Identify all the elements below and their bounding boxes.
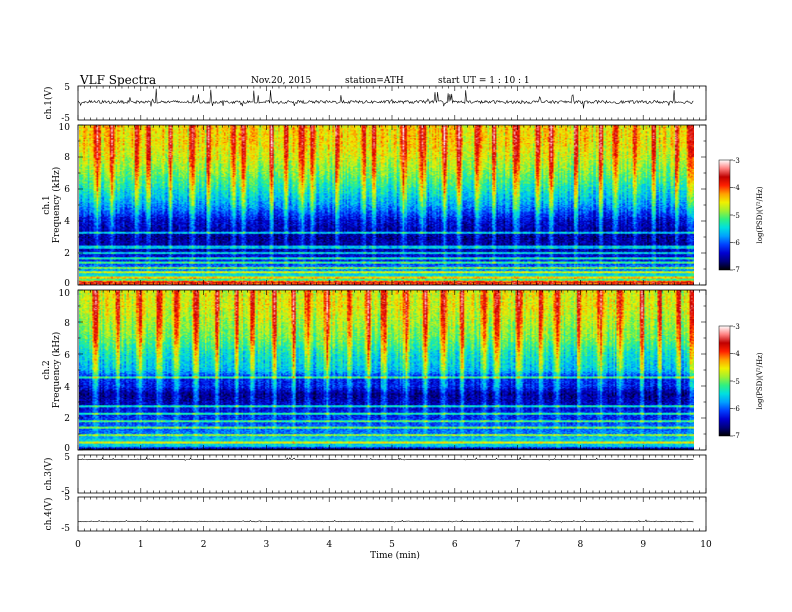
- ch2-spec-ylabel-channel: ch.2: [42, 360, 52, 379]
- ch1-cb-tick--5: -5: [733, 212, 740, 220]
- xtick-9: 9: [640, 540, 646, 550]
- xtick-8: 8: [578, 540, 584, 550]
- ch1-spec-ytick-0: 0: [64, 279, 70, 289]
- ch2-colorbar: -3 -4 -5 -6 -7 log(PSD)(V²/Hz): [718, 323, 764, 440]
- ch4-waveform-ylabel: ch.4(V): [43, 498, 54, 531]
- ch2-spec-ytick-6: 6: [64, 351, 70, 361]
- xtick-1: 1: [138, 540, 144, 550]
- xaxis-label: Time (min): [370, 550, 420, 561]
- xtick-0: 0: [75, 540, 81, 550]
- xtick-10: 10: [700, 540, 712, 550]
- ch1-spec-ylabel-channel: ch.1: [42, 195, 52, 214]
- ch2-colorbar-label: log(PSD)(V²/Hz): [756, 352, 764, 409]
- ch1-ytick-top: 5: [64, 83, 70, 93]
- time-axis-ticks: [77, 86, 733, 531]
- ch1-cb-tick--6: -6: [733, 239, 740, 247]
- xtick-4: 4: [326, 540, 332, 550]
- header-start-ut: start UT = 1 : 10 : 1: [438, 76, 530, 86]
- ch2-cb-tick--6: -6: [733, 405, 740, 413]
- ch4-waveform-trace: [77, 519, 694, 523]
- panel-ch3-waveform: 5 -5 ch.3(V): [43, 453, 707, 497]
- ch1-spec-ytick-2: 2: [64, 249, 70, 259]
- panel-ch4-waveform: 5 -5 ch.4(V): [43, 493, 707, 534]
- ch2-spec-ylabel-frequency: Frequency (kHz): [51, 332, 62, 409]
- ch3-waveform-trace: [78, 456, 694, 461]
- time-axis-labels: 0 1 2 3 4 5 6 7 8 9 10 Time (min): [75, 540, 712, 561]
- ch2-spec-ytick-2: 2: [64, 414, 70, 424]
- ch1-spec-ytick-4: 4: [64, 217, 70, 227]
- header-date: Nov.20, 2015: [251, 76, 312, 86]
- ch2-cb-tick--3: -3: [733, 323, 740, 331]
- ch2-cb-tick--7: -7: [733, 432, 740, 440]
- ch1-waveform-trace: [77, 88, 694, 109]
- panel-ch2-spectrogram: 10 8 6 4 2 0 ch.2 Frequency (kHz) -3 -4 …: [42, 289, 764, 454]
- ch1-cb-tick--3: -3: [733, 157, 740, 165]
- ch1-cb-tick--4: -4: [733, 184, 740, 192]
- xtick-2: 2: [201, 540, 207, 550]
- ch3-waveform-ylabel: ch.3(V): [43, 458, 54, 491]
- ch1-colorbar-label: log(PSD)(V²/Hz): [756, 186, 764, 243]
- ch1-spec-ytick-8: 8: [64, 153, 70, 163]
- ch1-waveform-ylabel: ch.1(V): [43, 87, 54, 120]
- ch2-cb-tick--5: -5: [733, 378, 740, 386]
- ch3-ytick-top: 5: [64, 453, 70, 463]
- ch2-spec-ytick-8: 8: [64, 319, 70, 329]
- ch1-spec-ytick-6: 6: [64, 185, 70, 195]
- xtick-5: 5: [389, 540, 395, 550]
- xtick-6: 6: [452, 540, 458, 550]
- ch1-colorbar-gradient: [719, 160, 730, 270]
- ch2-spec-ytick-4: 4: [64, 383, 70, 393]
- ch2-spec-ytick-10: 10: [59, 289, 71, 299]
- xtick-3: 3: [264, 540, 270, 550]
- ch1-spectrogram-image: [79, 125, 694, 285]
- ch2-cb-tick--4: -4: [733, 350, 740, 358]
- ch1-colorbar: -3 -4 -5 -6 -7 log(PSD)(V²/Hz): [718, 157, 764, 274]
- ch2-spec-yticks: 10 8 6 4 2 0: [59, 289, 71, 454]
- ch2-colorbar-gradient: [719, 326, 730, 436]
- panel-ch1-spectrogram: 10 8 6 4 2 0 ch.1 Frequency (kHz) -3 -4 …: [42, 123, 764, 289]
- header-station: station=ATH: [345, 76, 404, 86]
- ch1-spec-yticks: 10 8 6 4 2 0: [59, 123, 71, 289]
- ch4-ytick-bottom: -5: [61, 524, 70, 534]
- ch1-spec-ytick-10: 10: [59, 123, 71, 133]
- ch3-ytick-bottom: -5: [61, 487, 70, 497]
- ch1-ytick-bottom: -5: [61, 114, 70, 124]
- ch2-spec-ytick-0: 0: [64, 444, 70, 454]
- ch1-cb-tick--7: -7: [733, 266, 740, 274]
- ch1-spec-ylabel-frequency: Frequency (kHz): [51, 167, 62, 244]
- ch2-spectrogram-image: [79, 290, 694, 450]
- xtick-7: 7: [515, 540, 521, 550]
- ch4-ytick-top: 5: [64, 493, 70, 503]
- figure-title: VLF Spectra: [79, 73, 156, 87]
- panel-ch1-waveform: 5 -5 ch.1(V): [43, 83, 707, 124]
